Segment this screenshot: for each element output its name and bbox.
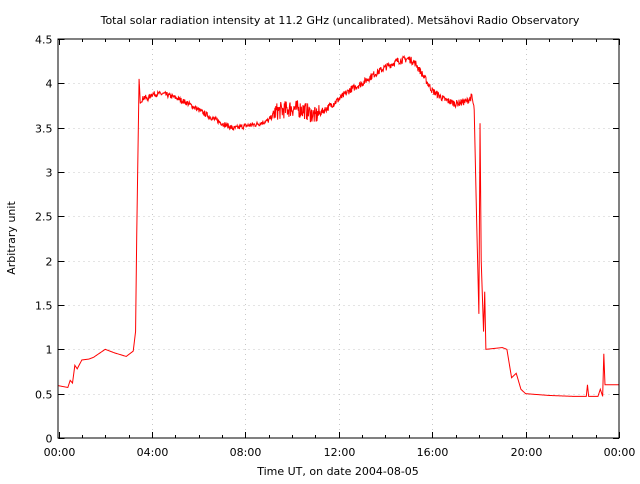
grid: [58, 39, 619, 438]
y-axis-label: Arbitrary unit: [5, 201, 18, 275]
data-line: [58, 54, 619, 397]
y-tick-label: 2.5: [35, 211, 53, 224]
x-tick-label: 04:00: [137, 446, 169, 459]
y-tick-label: 1.5: [35, 300, 53, 313]
y-tick-label: 1: [46, 344, 53, 357]
chart-title: Total solar radiation intensity at 11.2 …: [100, 14, 580, 27]
x-tick-label: 08:00: [230, 446, 262, 459]
plot-frame: [57, 38, 620, 439]
y-tick-label: 0: [46, 433, 53, 446]
series-layer: [58, 54, 619, 397]
x-tick-label: 16:00: [417, 446, 449, 459]
y-tick-label: 4: [46, 78, 53, 91]
y-tick-label: 3: [46, 167, 53, 180]
y-tick-label: 4.5: [35, 34, 53, 47]
x-axis-label: Time UT, on date 2004-08-05: [256, 465, 419, 478]
y-tick-label: 0.5: [35, 389, 53, 402]
y-tick-label: 3.5: [35, 123, 53, 136]
axis-ticks: 0 0.5 1 1.5 2 2.5 3 3.5 4 4.5 00:00 04:00 08:00 12:00…: [35, 34, 635, 460]
x-tick-label: 20:00: [511, 446, 543, 459]
x-tick-label: 12:00: [324, 446, 356, 459]
y-tick-label: 2: [46, 256, 53, 269]
x-tick-label: 00:00: [44, 446, 76, 459]
x-tick-label: 00:00: [604, 446, 636, 459]
